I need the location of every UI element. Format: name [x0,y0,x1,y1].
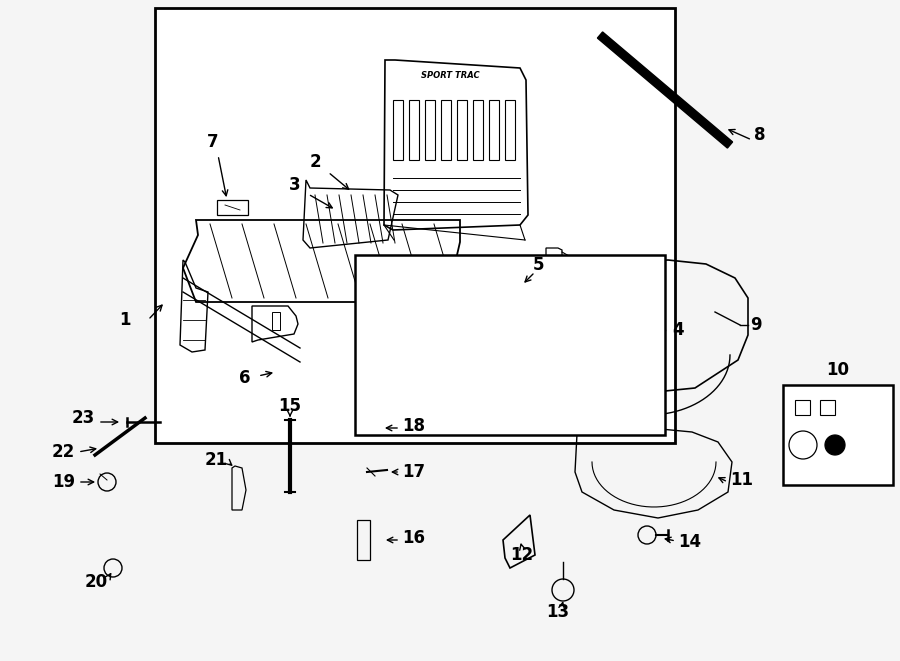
Text: 5: 5 [532,256,544,274]
Text: 8: 8 [754,126,766,144]
Text: 15: 15 [278,397,302,415]
Text: 18: 18 [402,417,425,435]
Bar [355,255,665,435]
Text: 22: 22 [52,443,75,461]
Text: 21: 21 [204,451,228,469]
Text: 4: 4 [672,321,684,339]
Polygon shape [598,32,733,148]
Text: 16: 16 [402,529,425,547]
Text: 10: 10 [826,361,850,379]
Text: 11: 11 [730,471,753,489]
Text: 23: 23 [72,409,95,427]
Circle shape [825,435,845,455]
Text: 6: 6 [239,369,251,387]
Text: 9: 9 [750,316,761,334]
Text: 19: 19 [52,473,75,491]
Text: 12: 12 [510,546,534,564]
Text: 13: 13 [546,603,570,621]
Text: 17: 17 [402,463,425,481]
Text: SPORT TRAC: SPORT TRAC [420,71,480,79]
Text: 1: 1 [119,311,130,329]
Text: 20: 20 [85,573,108,591]
Bar [155,8,675,443]
Text: 7: 7 [207,133,219,151]
Bar [783,385,893,485]
Text: 14: 14 [678,533,701,551]
Text: 2: 2 [310,153,320,171]
Text: 3: 3 [289,176,301,194]
